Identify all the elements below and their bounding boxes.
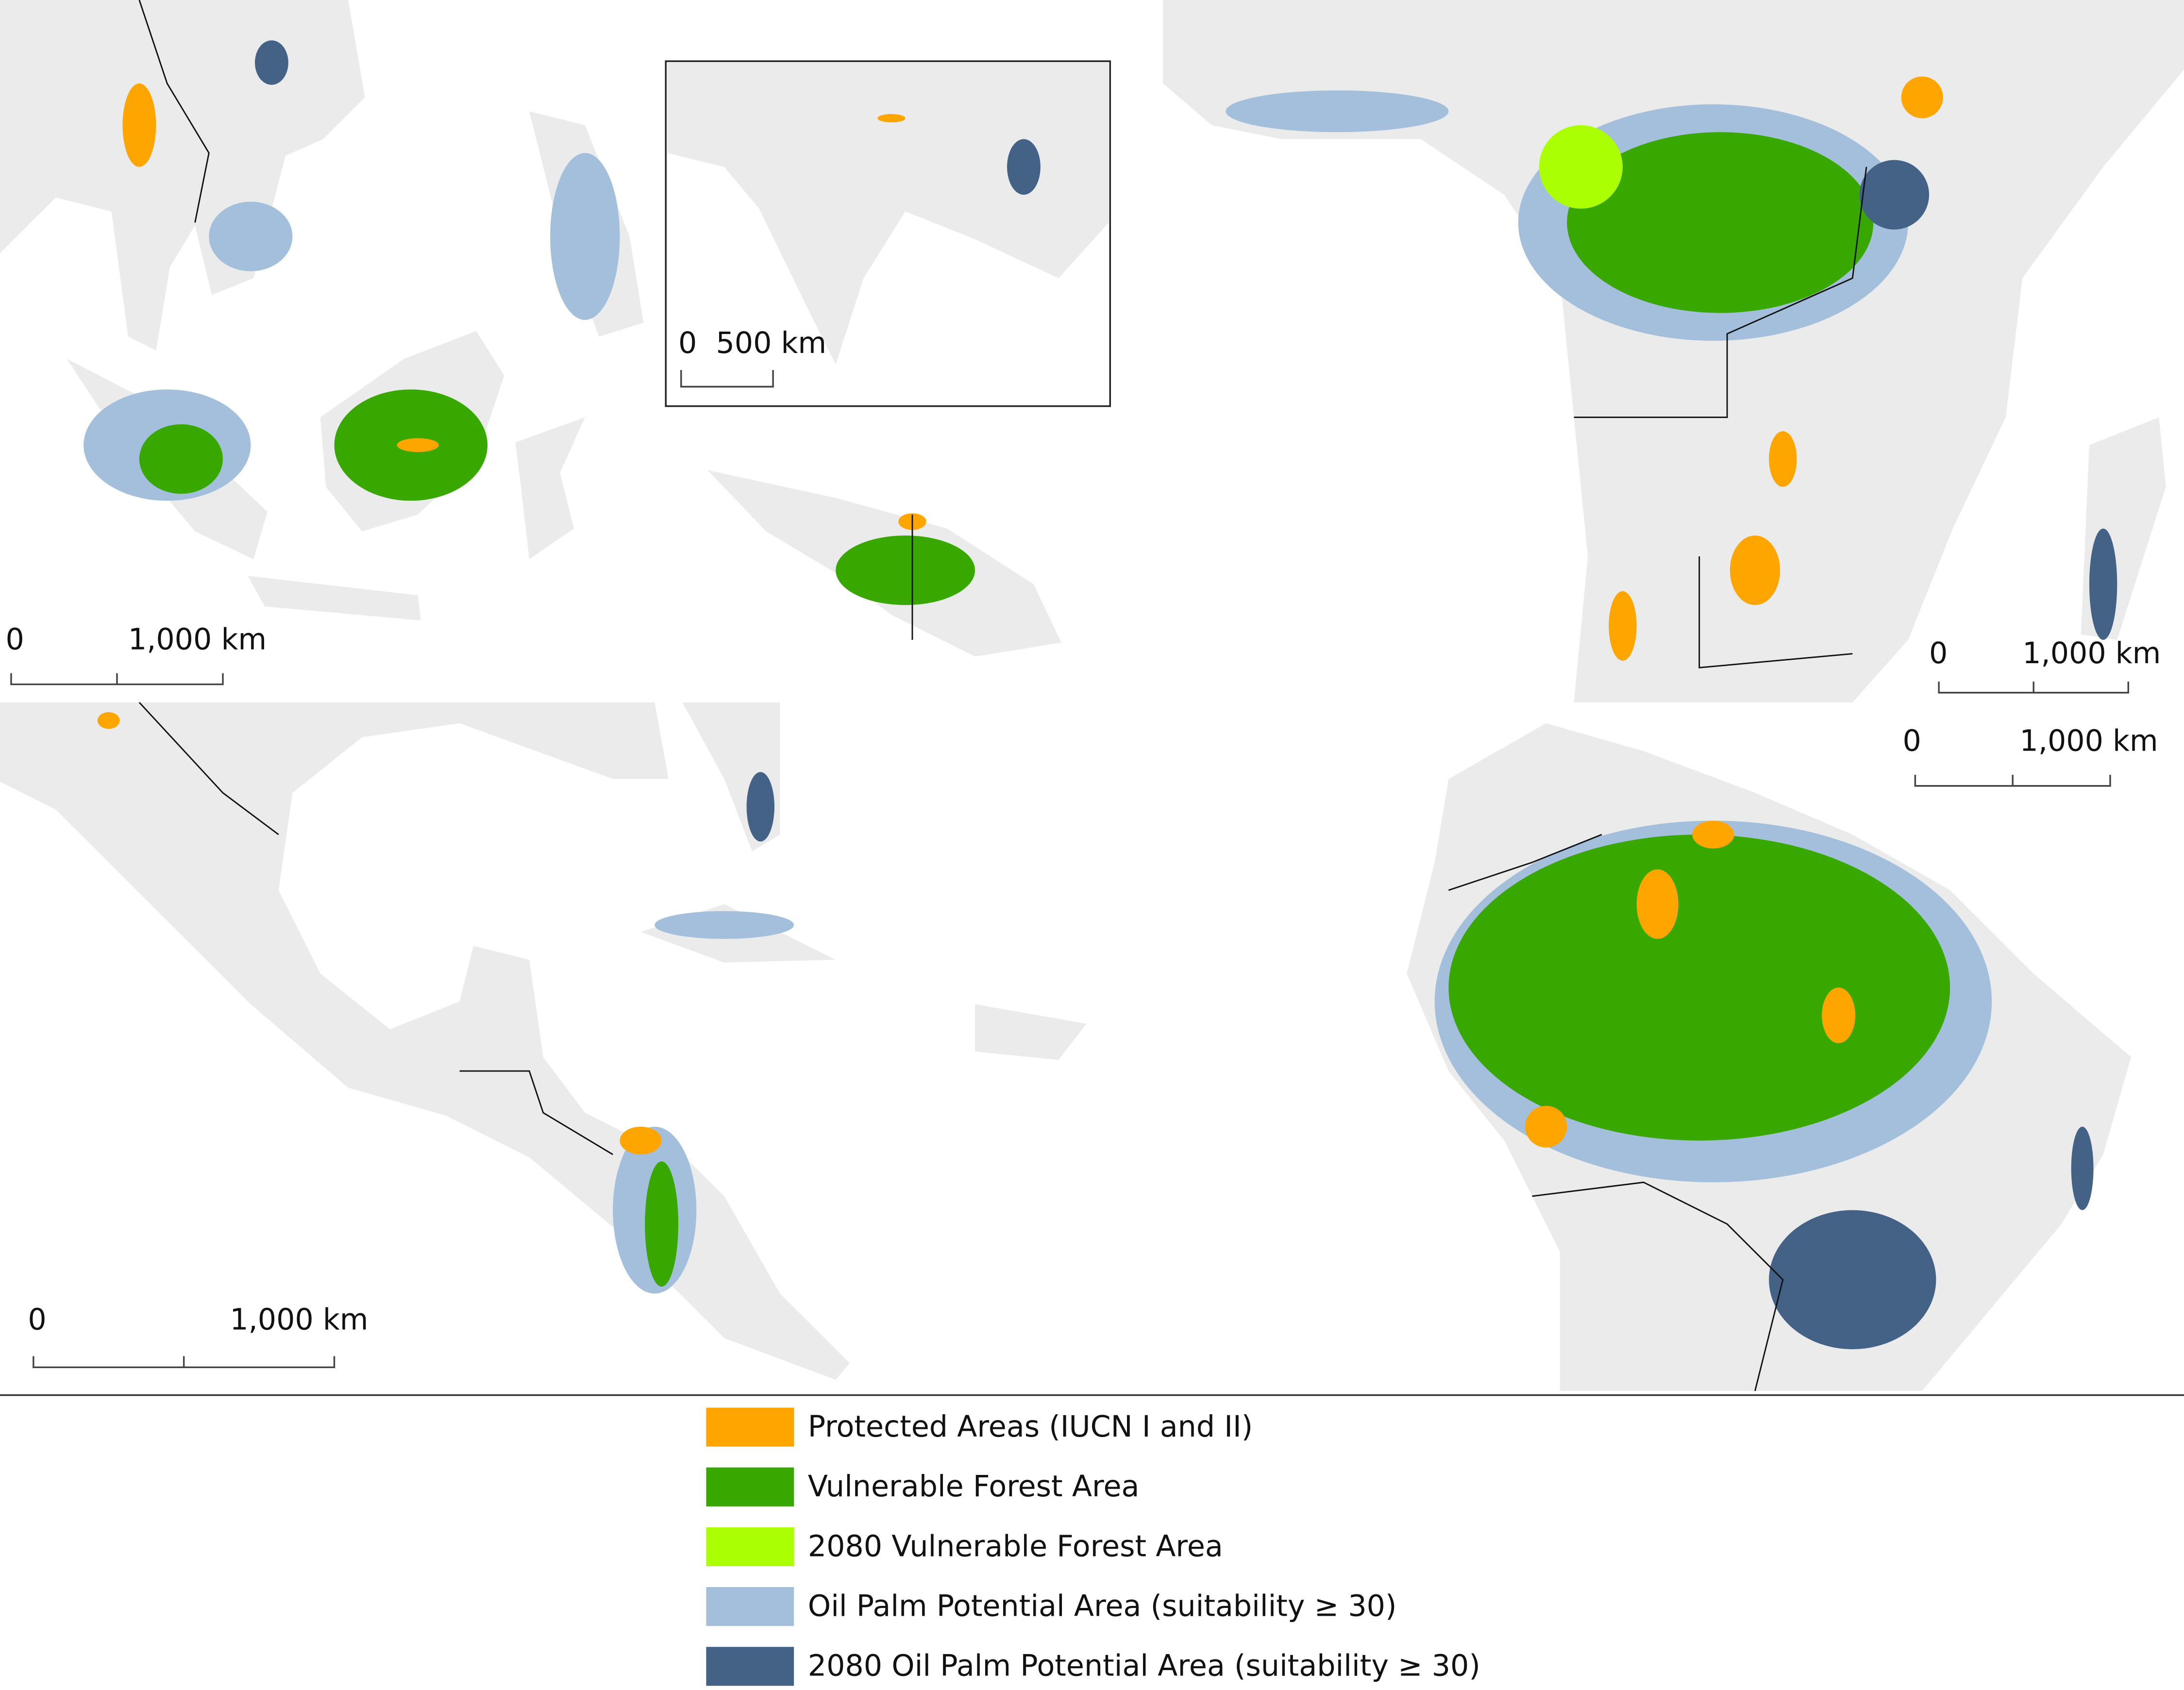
forest-area xyxy=(1567,132,1874,313)
scale-end: 1,000 km xyxy=(2022,636,2161,670)
future-forest-area xyxy=(1539,125,1623,209)
future-oil-palm-area xyxy=(1007,139,1041,195)
legend-swatch xyxy=(706,1587,794,1626)
africa-map xyxy=(1163,0,2184,703)
oil-palm-area xyxy=(209,201,293,271)
scale-end: 1,000 km xyxy=(128,622,267,656)
protected-area xyxy=(1901,76,1943,118)
protected-area xyxy=(1730,535,1781,605)
protected-area xyxy=(1769,431,1797,487)
future-oil-palm-area xyxy=(254,40,288,85)
southeast-asia-map xyxy=(0,0,1061,657)
oil-palm-area xyxy=(550,153,620,320)
central-america-map xyxy=(0,702,1087,1380)
legend-label: Vulnerable Forest Area xyxy=(808,1470,1140,1504)
forest-area xyxy=(836,535,975,605)
future-oil-palm-area xyxy=(1769,1210,1936,1350)
south-america-map xyxy=(1407,723,2131,1391)
forest-area xyxy=(139,424,223,494)
country-border xyxy=(459,1070,613,1155)
scale-end: 500 km xyxy=(716,326,826,360)
land xyxy=(667,62,1109,365)
country-border xyxy=(1448,834,1602,891)
legend-label: Protected Areas (IUCN I and II) xyxy=(808,1410,1253,1444)
annotations: 0 1,000 km 0 1,000 km 0 1,000 km 0 1,000 km 0 500… xyxy=(5,326,2161,1686)
oil-palm-area xyxy=(655,911,794,939)
country-border xyxy=(1574,167,1867,418)
protected-area xyxy=(397,438,439,452)
scale-start: 0 xyxy=(5,622,24,656)
land xyxy=(0,0,365,351)
future-oil-palm-area xyxy=(1859,160,1930,230)
protected-area xyxy=(1525,1105,1567,1148)
future-oil-palm-area xyxy=(746,772,774,842)
legend-swatch xyxy=(706,1527,794,1567)
land xyxy=(975,1004,1087,1060)
protected-area xyxy=(1822,987,1856,1043)
scale-start: 0 xyxy=(678,326,697,360)
protected-area xyxy=(1692,820,1734,849)
future-oil-palm-area xyxy=(2071,1126,2094,1210)
protected-area xyxy=(1636,869,1679,939)
country-border xyxy=(138,702,279,836)
land xyxy=(515,417,585,559)
scale-end: 1,000 km xyxy=(2020,724,2158,758)
land xyxy=(0,702,850,1380)
legend-swatch xyxy=(706,1647,794,1686)
protected-area xyxy=(1609,591,1637,661)
country-border xyxy=(1698,556,1853,669)
scale-start: 0 xyxy=(28,1303,46,1337)
land xyxy=(248,576,421,620)
scale-start: 0 xyxy=(1929,636,1948,670)
protected-area xyxy=(122,83,156,167)
country-border xyxy=(138,0,210,223)
forest-area xyxy=(645,1161,679,1287)
scale-end: 1,000 km xyxy=(230,1303,368,1337)
inset-map xyxy=(665,60,1111,407)
oil-palm-area xyxy=(1226,90,1449,133)
legend-swatch xyxy=(706,1407,794,1447)
forest-area xyxy=(1448,835,1950,1141)
protected-area xyxy=(620,1126,662,1155)
protected-area xyxy=(97,712,120,729)
protected-area xyxy=(877,114,906,123)
land xyxy=(1163,0,2184,703)
scale-bar xyxy=(680,370,774,388)
legend-swatch xyxy=(706,1467,794,1506)
country-border xyxy=(1532,1181,1784,1391)
legend-label: Oil Palm Potential Area (suitability ≥ 3… xyxy=(808,1590,1397,1623)
scale-start: 0 xyxy=(1903,724,1921,758)
future-oil-palm-area xyxy=(2089,528,2117,640)
legend-label: 2080 Oil Palm Potential Area (suitabilit… xyxy=(808,1649,1480,1683)
legend-label: 2080 Vulnerable Forest Area xyxy=(808,1529,1223,1563)
